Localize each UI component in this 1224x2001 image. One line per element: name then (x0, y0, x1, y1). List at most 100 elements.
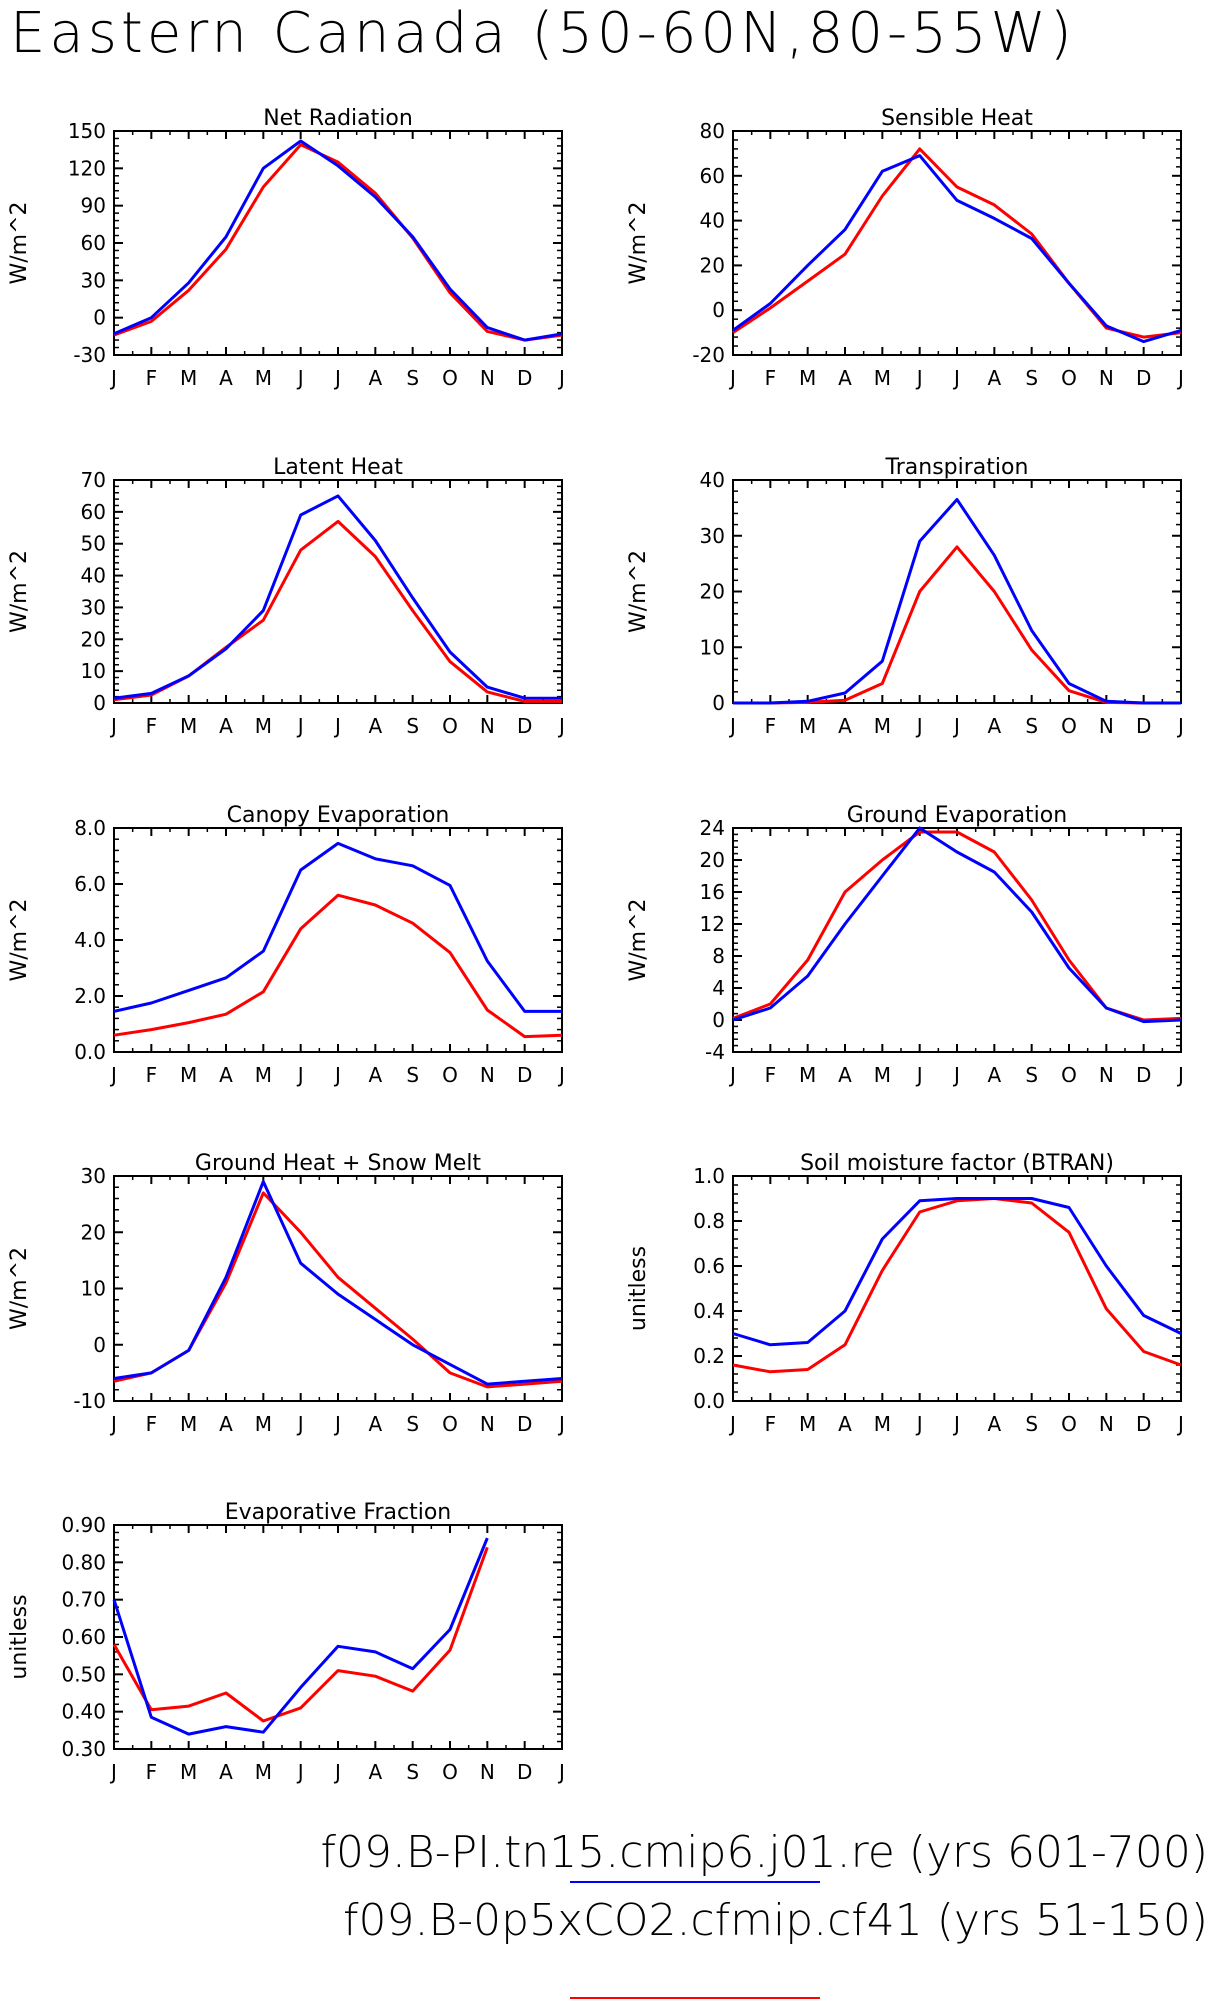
y-tick-label: 0.6 (693, 1254, 725, 1278)
x-tick-label: J (333, 1760, 341, 1784)
x-tick-label: J (952, 714, 960, 738)
series-line-2 (113, 1191, 563, 1389)
y-tick-label: 10 (81, 659, 106, 683)
x-tick-label: D (517, 1412, 532, 1436)
x-tick-label: F (146, 1760, 158, 1784)
panel-title: Evaporative Fraction (225, 1500, 451, 1525)
y-tick-label: 40 (81, 564, 106, 588)
x-tick-label: S (406, 714, 419, 738)
plot-frame (732, 479, 1182, 704)
x-tick-label: D (517, 714, 532, 738)
y-tick-label: 10 (700, 635, 725, 659)
series-line-2 (732, 1197, 1182, 1374)
x-tick-label: J (333, 366, 341, 390)
x-tick-label: J (915, 1063, 923, 1087)
x-tick-label: S (1025, 1412, 1038, 1436)
x-tick-label: J (1176, 1063, 1184, 1087)
x-tick-label: N (1099, 714, 1114, 738)
y-tick-label: 8 (712, 944, 725, 968)
x-tick-label: M (180, 366, 197, 390)
plot-frame (113, 479, 563, 704)
x-tick-label: N (480, 1412, 495, 1436)
x-tick-label: D (1136, 714, 1151, 738)
x-tick-label: M (180, 714, 197, 738)
x-tick-label: S (1025, 714, 1038, 738)
y-tick-label: 6.0 (74, 872, 106, 896)
x-tick-label: A (838, 1412, 852, 1436)
x-tick-label: D (517, 1760, 532, 1784)
x-tick-label: D (517, 1063, 532, 1087)
plot-frame (113, 1175, 563, 1402)
y-tick-label: -10 (73, 1389, 106, 1413)
x-tick-label: J (728, 1412, 736, 1436)
y-tick-label: 1.0 (693, 1164, 725, 1188)
legend: f09.B-PI.tn15.cmip6.j01.re (yrs 601-700)… (320, 1827, 1208, 1999)
panel-title: Ground Evaporation (847, 803, 1067, 828)
series-line-1 (733, 498, 1181, 705)
y-tick-label: 16 (700, 880, 725, 904)
plot-frame (732, 1175, 1182, 1402)
x-tick-label: O (442, 1412, 458, 1436)
y-tick-label: 90 (81, 194, 106, 218)
x-tick-label: F (765, 366, 777, 390)
x-tick-label: J (109, 1760, 117, 1784)
y-tick-label: -30 (73, 343, 106, 367)
x-tick-label: J (952, 1063, 960, 1087)
x-tick-label: S (406, 1412, 419, 1436)
x-tick-label: F (765, 1063, 777, 1087)
y-tick-label: 0.8 (693, 1209, 725, 1233)
x-tick-label: F (146, 714, 158, 738)
panel-title: Net Radiation (263, 106, 413, 131)
y-tick-label: 80 (700, 119, 725, 143)
y-tick-label: 12 (700, 912, 725, 936)
series-line-1 (113, 1180, 563, 1386)
x-tick-label: F (146, 1412, 158, 1436)
series-line-2 (732, 830, 1182, 1022)
x-tick-label: J (1176, 714, 1184, 738)
y-axis-label: W/m^2 (626, 550, 651, 633)
x-tick-label: N (480, 1063, 495, 1087)
x-tick-label: J (296, 1063, 304, 1087)
y-tick-label: 120 (68, 156, 106, 180)
y-tick-label: 4 (712, 976, 725, 1000)
x-tick-label: D (1136, 366, 1151, 390)
x-tick-label: F (765, 1412, 777, 1436)
x-tick-label: J (296, 1760, 304, 1784)
y-tick-label: 30 (81, 268, 106, 292)
x-tick-label: J (333, 1412, 341, 1436)
y-tick-label: 0.40 (61, 1700, 106, 1724)
x-tick-label: J (109, 1412, 117, 1436)
y-axis-label: W/m^2 (7, 1247, 32, 1330)
x-tick-label: N (480, 1760, 495, 1784)
y-tick-label: 0 (93, 306, 106, 330)
x-tick-label: J (333, 1063, 341, 1087)
x-tick-label: F (765, 714, 777, 738)
x-tick-label: A (368, 1760, 382, 1784)
series-line-1 (113, 841, 562, 1013)
x-tick-label: N (480, 714, 495, 738)
x-tick-label: A (219, 714, 233, 738)
x-tick-label: J (728, 1063, 736, 1087)
y-tick-label: 40 (700, 209, 725, 233)
y-tick-label: 0 (712, 298, 725, 322)
y-tick-label: 20 (700, 580, 725, 604)
x-tick-label: J (952, 366, 960, 390)
x-tick-label: O (1061, 1412, 1077, 1436)
x-tick-label: J (915, 714, 923, 738)
x-tick-label: S (406, 1760, 419, 1784)
series-line-1 (113, 139, 563, 342)
y-tick-label: 70 (81, 468, 106, 492)
y-tick-label: -20 (692, 343, 725, 367)
x-tick-label: O (1061, 366, 1077, 390)
x-tick-label: S (406, 366, 419, 390)
x-tick-label: F (146, 1063, 158, 1087)
y-tick-label: 60 (81, 231, 106, 255)
y-tick-label: 30 (81, 595, 106, 619)
x-tick-label: A (987, 1063, 1001, 1087)
